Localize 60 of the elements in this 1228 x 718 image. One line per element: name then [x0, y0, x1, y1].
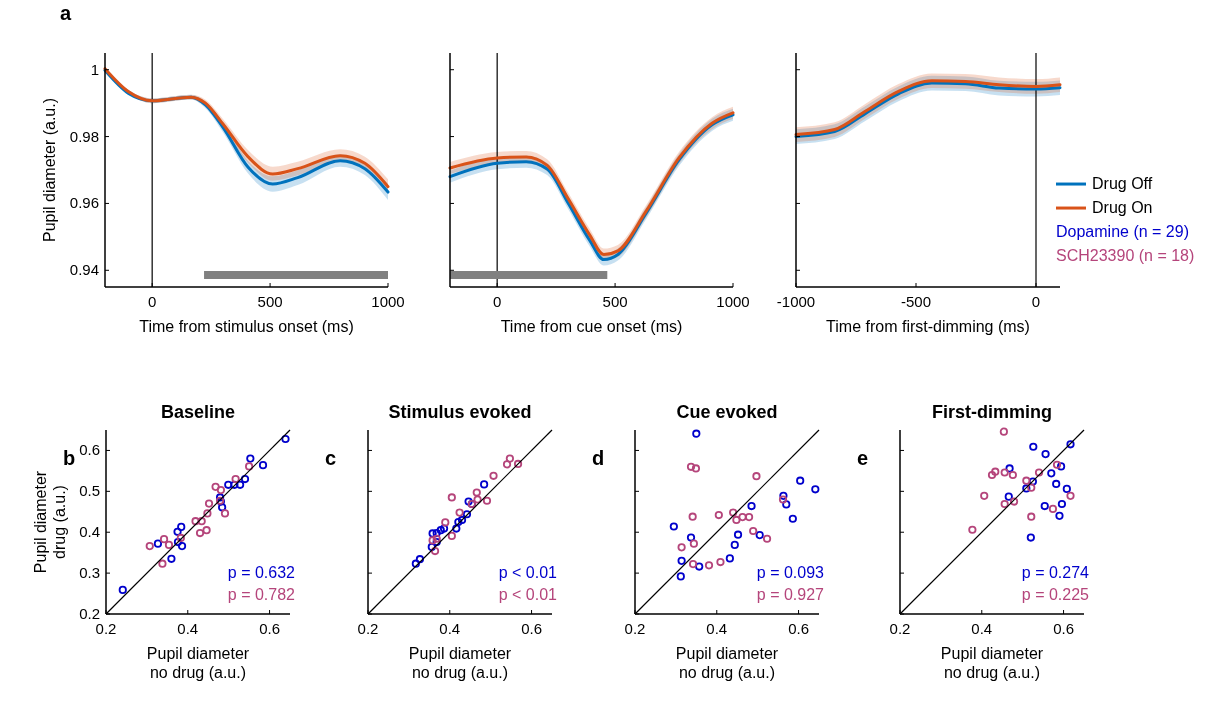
y-tick-label: 0.3	[79, 564, 100, 582]
y-axis-title: Pupil diameter drug (a.u.)	[32, 470, 69, 574]
text: d	[592, 447, 605, 469]
annotation: p = 0.274	[1021, 564, 1090, 581]
y-tick-label: 0.2	[79, 605, 100, 622]
x-tick-label: 0.6	[259, 620, 280, 637]
x-tick-label: 0.2	[95, 620, 117, 637]
x-tick-label: -1000	[776, 293, 816, 310]
legend-label: Drug On	[1092, 199, 1153, 217]
x-tick-label: 500	[602, 293, 628, 310]
y-tick-label: 0.96	[69, 194, 99, 212]
x-tick-label: 0	[492, 293, 502, 310]
y-tick-label: 1	[90, 60, 99, 78]
y-tick-label: 0.6	[79, 441, 100, 459]
y-axis-title: Pupil diameter (a.u.)	[41, 97, 58, 243]
annotation: p < 0.01	[498, 586, 558, 603]
x-axis-title: Time from stimulus onset (ms)	[139, 318, 354, 335]
x-tick-label: 0.2	[624, 620, 646, 637]
y-tick-label: 0.5	[79, 482, 100, 500]
x-tick-label: 1000	[716, 293, 750, 310]
y-tick-label: 0.98	[69, 127, 99, 145]
chart-title: First-dimming	[932, 402, 1052, 422]
annotation: p = 0.782	[227, 586, 296, 603]
x-tick-label: -500	[900, 293, 932, 310]
x-tick-label: 500	[257, 293, 283, 310]
x-tick-label: 0.2	[889, 620, 911, 637]
x-tick-label: 0.4	[706, 620, 728, 637]
x-axis-title: Pupil diameter no drug (a.u.)	[146, 645, 250, 682]
x-axis-title: Time from cue onset (ms)	[500, 318, 683, 335]
legend-label: Drug Off	[1092, 175, 1153, 193]
chart-title: Stimulus evoked	[388, 402, 532, 422]
x-tick-label: 1000	[371, 293, 405, 310]
x-tick-label: 0.4	[439, 620, 461, 637]
annotation: p = 0.927	[756, 586, 825, 603]
annotation: SCH23390 (n = 18)	[1056, 247, 1195, 265]
annotation: p = 0.093	[756, 564, 825, 581]
x-tick-label: 0.6	[788, 620, 809, 637]
x-axis-title: Pupil diameter no drug (a.u.)	[940, 645, 1044, 682]
text: e	[857, 447, 869, 469]
annotation: p = 0.632	[227, 564, 296, 581]
x-tick-label: 0.4	[971, 620, 993, 637]
y-tick-label: 0.94	[69, 261, 99, 279]
x-axis-title: Time from first-dimming (ms)	[826, 318, 1030, 335]
x-tick-label: 0.4	[177, 620, 199, 637]
x-axis-title: Pupil diameter no drug (a.u.)	[408, 645, 512, 682]
text: b	[63, 447, 76, 469]
chart-title: Baseline	[160, 402, 236, 422]
x-tick-label: 0	[147, 293, 157, 310]
text: c	[325, 447, 337, 469]
x-tick-label: 0.6	[1053, 620, 1074, 637]
x-tick-label: 0.6	[521, 620, 542, 637]
y-tick-label: 0.4	[79, 523, 100, 541]
chart-title: Cue evoked	[676, 402, 778, 422]
x-tick-label: 0	[1031, 293, 1041, 310]
annotation: p < 0.01	[498, 564, 558, 581]
text: a	[60, 2, 72, 24]
annotation: Dopamine (n = 29)	[1056, 223, 1189, 241]
x-tick-label: 0.2	[357, 620, 379, 637]
annotation: p = 0.225	[1021, 586, 1090, 603]
x-axis-title: Pupil diameter no drug (a.u.)	[675, 645, 779, 682]
